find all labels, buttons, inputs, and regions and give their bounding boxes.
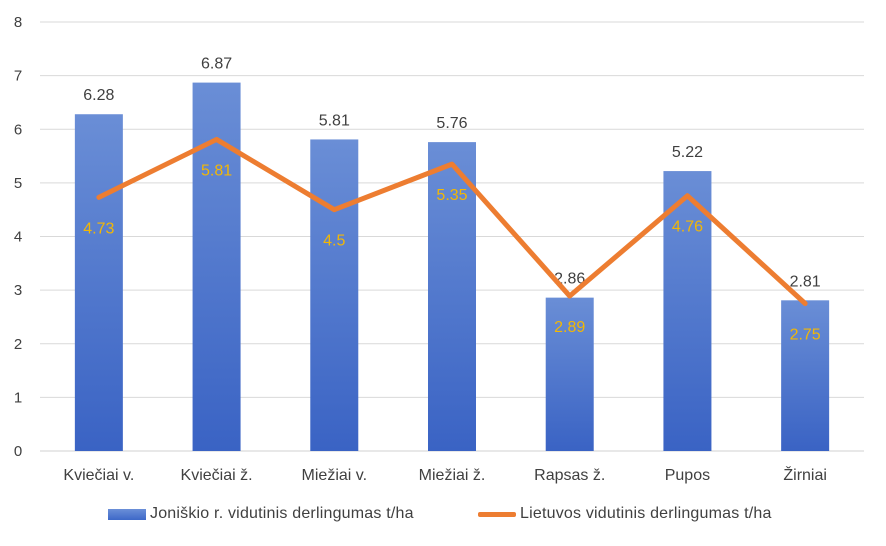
line-data-label: 4.5	[323, 233, 345, 250]
bar	[428, 142, 476, 451]
bar-data-label: 5.76	[436, 115, 467, 132]
y-tick-label: 4	[14, 229, 22, 246]
x-tick-label: Kviečiai ž.	[181, 467, 253, 484]
bar-series	[74, 82, 830, 452]
line-data-label: 5.35	[436, 187, 467, 204]
line-data-labels: 4.73 5.81 4.5 5.35 2.89 4.76 2.75	[83, 162, 821, 343]
bar-data-label: 2.81	[790, 273, 821, 290]
x-tick-label: Miežiai v.	[302, 467, 368, 484]
legend-bar-label: Joniškio r. vidutinis derlingumas t/ha	[150, 505, 414, 522]
bar-data-labels: 6.28 6.87 5.81 5.76 2.86 5.22 2.81	[83, 56, 821, 291]
y-tick-label: 1	[14, 389, 22, 406]
bar	[310, 139, 359, 451]
x-tick-label: Žirniai	[783, 465, 827, 484]
legend-line-swatch	[478, 511, 516, 517]
legend: Joniškio r. vidutinis derlingumas t/ha L…	[0, 505, 886, 531]
x-tick-label: Rapsas ž.	[534, 467, 605, 484]
y-tick-label: 8	[14, 14, 22, 31]
line-data-label: 2.75	[790, 327, 821, 344]
x-tick-label: Kviečiai v.	[63, 467, 134, 484]
bar-data-label: 2.86	[554, 271, 585, 288]
combo-chart: 0 1 2 3 4 5 6 7 8 6.28 6.87 5.81 5.76 2.86 5.22 2.81 4…	[14, 14, 864, 484]
line-data-label: 4.73	[83, 220, 114, 237]
line-series	[96, 136, 808, 307]
bar-data-label: 5.22	[672, 144, 703, 161]
y-tick-label: 5	[14, 175, 22, 192]
legend-line-label: Lietuvos vidutinis derlingumas t/ha	[520, 505, 772, 522]
bar-data-label: 6.87	[201, 56, 232, 73]
bar	[545, 297, 594, 451]
bar-data-label: 6.28	[83, 87, 114, 104]
line-data-label: 2.89	[554, 319, 585, 336]
y-axis: 0 1 2 3 4 5 6 7 8	[14, 14, 22, 460]
legend-item-line-series: Lietuvos vidutinis derlingumas t/ha	[478, 505, 772, 523]
line-data-label: 4.76	[672, 219, 703, 236]
y-tick-label: 6	[14, 121, 22, 138]
y-tick-label: 7	[14, 68, 22, 85]
x-axis: Kviečiai v. Kviečiai ž. Miežiai v. Miežiai …	[63, 465, 826, 484]
bar-data-label: 5.81	[319, 112, 350, 129]
y-tick-label: 3	[14, 282, 22, 299]
x-tick-label: Miežiai ž.	[419, 467, 486, 484]
bar	[74, 114, 123, 452]
y-tick-label: 0	[14, 443, 22, 460]
x-tick-label: Pupos	[665, 467, 710, 484]
y-tick-label: 2	[14, 336, 22, 353]
line-data-label: 5.81	[201, 162, 232, 179]
bar	[192, 82, 241, 451]
bar	[781, 300, 830, 451]
legend-item-bar-series: Joniškio r. vidutinis derlingumas t/ha	[108, 505, 414, 523]
legend-bar-swatch	[108, 508, 146, 520]
bar	[663, 171, 712, 451]
